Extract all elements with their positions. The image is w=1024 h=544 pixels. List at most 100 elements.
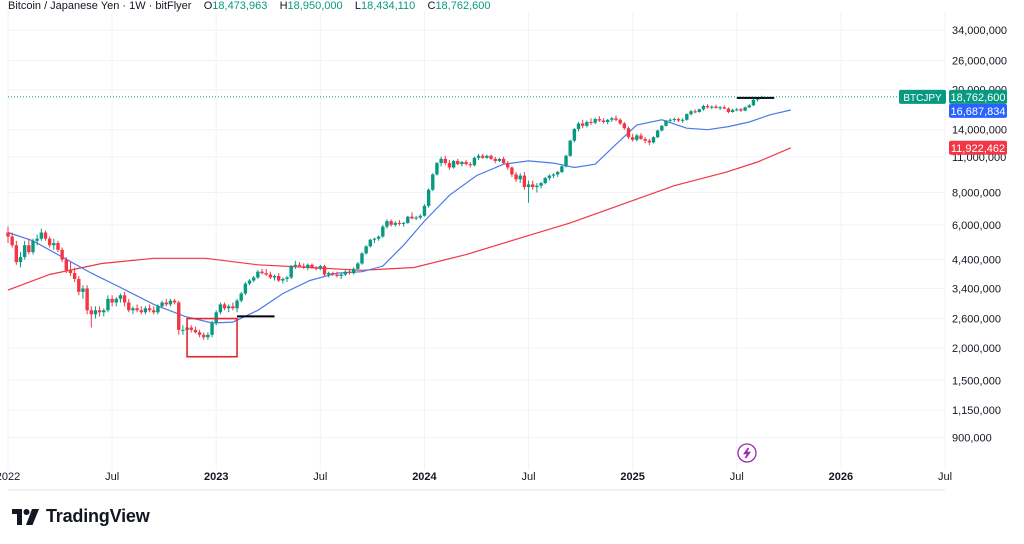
y-tick-label: 34,000,000	[952, 25, 1007, 37]
candle-body	[435, 163, 439, 175]
candle-body	[485, 155, 489, 158]
candle-body	[426, 189, 431, 206]
candle-body	[164, 302, 168, 305]
candle-body	[481, 155, 485, 158]
candle-body	[472, 157, 477, 166]
candle-body	[451, 160, 456, 168]
candle-body	[755, 98, 760, 100]
candle-body	[143, 308, 148, 313]
y-tick-label: 2,600,000	[952, 314, 1001, 326]
x-tick-label: 2025	[620, 471, 644, 483]
candle-body	[655, 130, 660, 138]
candle-body	[81, 288, 85, 292]
candle-body	[27, 245, 31, 253]
candle-body	[6, 232, 10, 237]
price-badge-price: BTCJPY 18,762,600	[899, 89, 1007, 104]
candle-body	[127, 302, 131, 311]
candle-body	[701, 106, 706, 110]
candle-body	[47, 238, 52, 246]
price-axis[interactable]: 34,000,00026,000,00020,000,00014,000,000…	[952, 25, 1007, 444]
time-axis[interactable]: 2022 Jul 2023 Jul 2024 Jul 2025 Jul 2026 Jul	[0, 471, 952, 491]
candle-body	[289, 266, 293, 278]
candle-body	[735, 109, 739, 111]
candle-body	[231, 306, 235, 309]
candle-body	[268, 274, 273, 278]
candle-body	[114, 298, 118, 303]
lightning-icon[interactable]	[737, 443, 757, 463]
bolt-circle	[737, 443, 757, 463]
candle-body	[60, 249, 64, 260]
candle-body	[351, 268, 356, 274]
badge-value-label: 16,687,834	[950, 106, 1005, 118]
candle-body	[522, 175, 527, 188]
candle-body	[210, 322, 214, 335]
candle-body	[110, 298, 114, 303]
x-tick-label: Jul	[313, 471, 327, 483]
candle-body	[64, 259, 69, 271]
candle-body	[672, 119, 677, 121]
highlight-box[interactable]	[186, 317, 238, 358]
y-tick-label: 6,000,000	[952, 220, 1001, 232]
candle-body	[418, 215, 422, 218]
candle-body	[177, 302, 181, 330]
candle-body	[556, 172, 560, 175]
candle-body	[397, 222, 402, 224]
candle-body	[360, 253, 364, 264]
symbol-name[interactable]: Bitcoin / Japanese Yen	[8, 0, 120, 12]
candle-body	[372, 238, 377, 240]
candle-body	[539, 183, 543, 186]
candle-body	[660, 125, 664, 131]
candle-body	[551, 174, 556, 176]
candle-body	[493, 158, 497, 161]
candle-body	[172, 300, 177, 303]
candle-body	[456, 160, 460, 165]
candle-body	[252, 277, 256, 281]
open-value: 18,473,963	[212, 0, 268, 12]
candle-body	[189, 327, 193, 330]
candle-body	[526, 184, 531, 188]
x-tick-label: Jul	[522, 471, 536, 483]
candle-body	[705, 106, 710, 108]
y-tick-label: 8,000,000	[952, 188, 1001, 200]
tradingview-logo-icon	[12, 508, 39, 525]
candle-body	[39, 232, 44, 239]
ma-short-line	[7, 109, 792, 324]
candle-body	[443, 158, 447, 164]
candle-body	[647, 140, 652, 143]
candle-body	[589, 122, 593, 124]
candle-body	[626, 128, 631, 138]
badge-value-bg	[949, 89, 1007, 104]
candlestick-chart[interactable]: 34,000,00026,000,00020,000,00014,000,000…	[0, 0, 1024, 500]
y-tick-label: 26,000,000	[952, 55, 1007, 67]
interval[interactable]: 1W	[129, 0, 146, 12]
candle-body	[560, 166, 564, 173]
candle-body	[685, 114, 689, 120]
y-tick-label: 1,150,000	[952, 405, 1001, 417]
candle-body	[572, 128, 577, 141]
x-tick-label: 2026	[829, 471, 853, 483]
candle-body	[597, 119, 602, 121]
candle-body	[135, 308, 139, 311]
badge-value-bg	[949, 140, 1007, 155]
candle-body	[468, 164, 472, 166]
tradingview-logo[interactable]: TradingView	[12, 506, 150, 527]
grid-lines	[7, 12, 946, 470]
candle-body	[206, 334, 210, 338]
moving-average-long	[7, 147, 792, 291]
price-badge-ma_short: 16,687,834	[949, 103, 1007, 118]
candle-body	[10, 236, 14, 246]
y-tick-label: 3,400,000	[952, 283, 1001, 295]
candle-body	[281, 278, 285, 281]
candle-body	[260, 271, 264, 274]
candle-body	[422, 205, 427, 216]
y-tick-label: 1,500,000	[952, 375, 1001, 387]
x-tick-label: 2024	[412, 471, 437, 483]
candle-body	[152, 310, 156, 313]
candle-body	[31, 240, 35, 253]
bolt-glyph	[743, 447, 751, 459]
candle-body	[285, 277, 289, 279]
candle-body	[385, 221, 389, 227]
candle-body	[610, 118, 614, 120]
y-tick-label: 11,000,000	[952, 152, 1006, 164]
